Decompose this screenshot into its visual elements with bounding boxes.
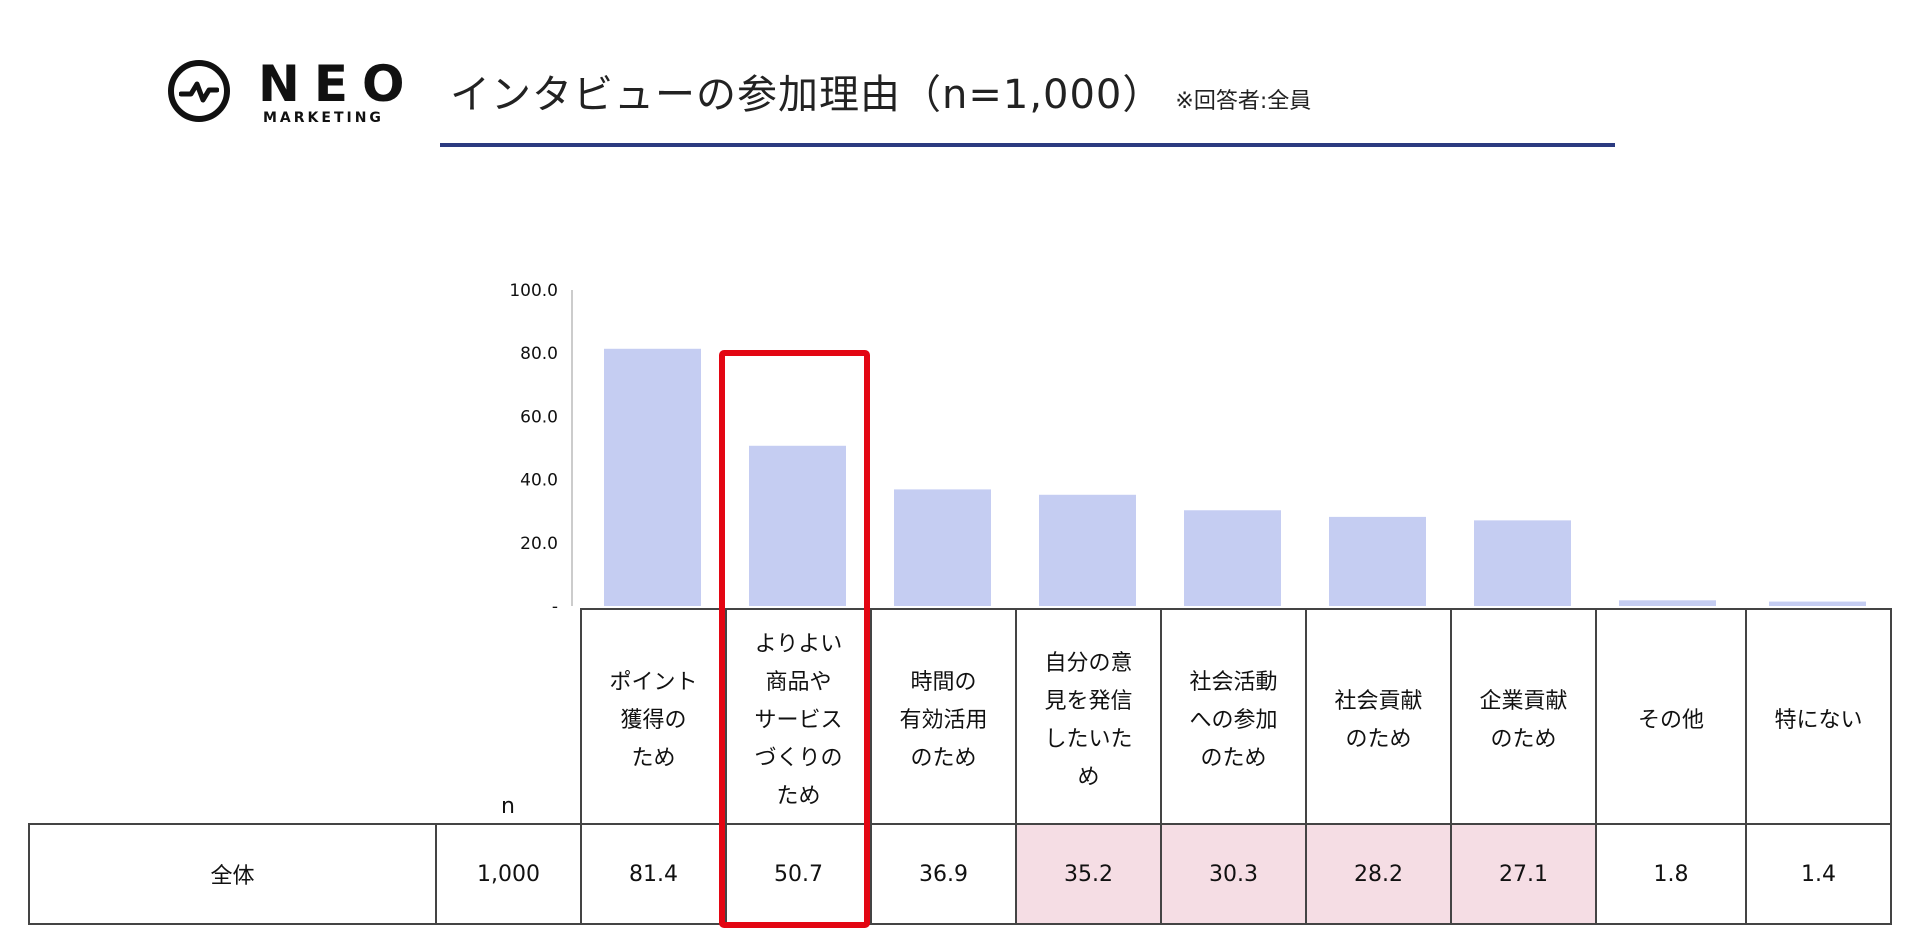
category-header-3: 時間の有効活用のため xyxy=(870,608,1017,825)
category-line: よりよい xyxy=(754,631,843,657)
title-note: ※回答者:全員 xyxy=(1175,89,1312,114)
category-header-5: 社会活動への参加のため xyxy=(1160,608,1307,825)
y-tick-label: 40.0 xyxy=(520,471,558,491)
y-tick-label: 20.0 xyxy=(520,534,558,554)
category-line: のため xyxy=(1200,745,1267,771)
category-line: 企業貢献 xyxy=(1479,688,1568,714)
page-title: インタビューの参加理由（n=1,000） ※回答者:全員 xyxy=(450,62,1311,120)
bar-6 xyxy=(1329,516,1426,606)
value-cell-2: 50.7 xyxy=(725,823,872,925)
category-header-7: 企業貢献 のため xyxy=(1450,608,1597,825)
bar-3 xyxy=(894,489,991,606)
value-cell-8: 1.8 xyxy=(1595,823,1747,925)
category-line: のため xyxy=(1490,726,1557,752)
category-line: 社会活動 xyxy=(1189,669,1278,695)
logo-pulse-icon xyxy=(168,60,230,122)
category-line: 商品や xyxy=(765,669,832,695)
category-line: 獲得の xyxy=(620,707,687,733)
row-label: 全体 xyxy=(28,823,437,925)
bar-5 xyxy=(1184,510,1281,606)
category-line: したいた xyxy=(1044,726,1133,752)
value-cell-5: 30.3 xyxy=(1160,823,1307,925)
category-line: 社会貢献 xyxy=(1334,688,1423,714)
category-line: その他 xyxy=(1637,707,1704,733)
category-header-1: ポイント 獲得の ため xyxy=(580,608,727,825)
category-line: サービス xyxy=(754,707,843,733)
row-n: 1,000 xyxy=(435,823,582,925)
logo-word: NEO xyxy=(258,55,419,113)
value-cell-1: 81.4 xyxy=(580,823,727,925)
title-underline xyxy=(440,143,1615,147)
neo-marketing-logo: NEO MARKETING xyxy=(168,55,408,132)
n-label: n xyxy=(501,794,515,819)
bar-7 xyxy=(1474,520,1571,606)
category-header-9: 特にない xyxy=(1745,608,1892,825)
value-cell-4: 35.2 xyxy=(1015,823,1162,925)
bar-chart: - 20.0 40.0 60.0 80.0 100.0 xyxy=(509,281,1866,617)
category-line: め xyxy=(1077,764,1100,790)
bar-9 xyxy=(1769,601,1866,606)
category-line: ポイント xyxy=(609,669,698,695)
category-header-4: 自分の意見を発信したいため xyxy=(1015,608,1162,825)
y-tick-label: 60.0 xyxy=(520,407,558,427)
category-line: 有効活用 xyxy=(899,707,988,733)
bar-4 xyxy=(1039,494,1136,606)
category-line: づくりの xyxy=(754,745,843,771)
bar-1 xyxy=(604,348,701,606)
category-line: のため xyxy=(910,745,977,771)
table-row: 全体 1,000 81.4 50.7 36.9 35.2 30.3 28.2 27.1 1.8… xyxy=(28,823,1892,925)
y-tick-label: 100.0 xyxy=(509,281,558,301)
category-line: ため xyxy=(776,783,821,809)
logo-subtitle: MARKETING xyxy=(263,110,384,126)
category-line: 自分の意 xyxy=(1044,650,1133,676)
category-line: のため xyxy=(1345,726,1412,752)
title-main: インタビューの参加理由（n=1,000） xyxy=(450,72,1164,118)
category-header-8: その他 xyxy=(1595,608,1747,825)
value-cell-6: 28.2 xyxy=(1305,823,1452,925)
category-line: への参加 xyxy=(1189,707,1278,733)
y-tick-label: 80.0 xyxy=(520,344,558,364)
value-cell-7: 27.1 xyxy=(1450,823,1597,925)
header-blank-cell xyxy=(29,609,436,824)
category-line: 時間の xyxy=(910,669,977,695)
table-header-row: n ポイント 獲得の ため よりよい 商品や サービス づくりの ため 時間の 有効活用 のため 自分… xyxy=(29,608,1892,825)
category-header-6: 社会貢献 のため xyxy=(1305,608,1452,825)
y-tick-label: - xyxy=(552,597,558,617)
category-line: 見を発信 xyxy=(1044,688,1133,714)
bar-8 xyxy=(1619,600,1716,606)
category-line: ため xyxy=(631,745,676,771)
value-cell-9: 1.4 xyxy=(1745,823,1892,925)
category-line: 特にない xyxy=(1774,707,1863,733)
data-table: n ポイント 獲得の ため よりよい 商品や サービス づくりの ため 時間の 有効活用 のため 自分… xyxy=(28,608,1892,925)
bar-2 xyxy=(749,445,846,606)
category-header-2: よりよい商品やサービスづくりのため xyxy=(725,608,872,825)
value-cell-3: 36.9 xyxy=(870,823,1017,925)
header-n-cell: n xyxy=(436,609,582,825)
